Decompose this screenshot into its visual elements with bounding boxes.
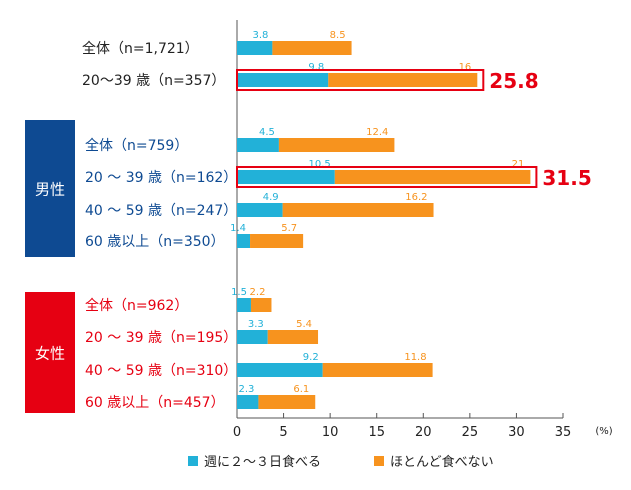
category-label: 全体（n=1,721） [82,40,199,57]
data-label: 6.1 [293,384,309,395]
bar-segment [237,203,283,217]
bar-segment [237,363,323,377]
x-tick-label: 25 [462,425,479,440]
data-label: 5.7 [281,223,297,234]
bar-segment [278,138,395,152]
x-tick-label: 0 [233,425,241,440]
bar-segment [237,330,268,344]
highlight-box [236,69,485,91]
bar-segment [250,298,272,312]
data-label: 4.5 [259,127,275,138]
x-tick-label: 30 [508,425,525,440]
bar-segment [267,330,319,344]
bar-segment [334,170,531,184]
category-label: 全体（n=962） [85,297,188,314]
category-label: 20 〜 39 歳（n=162） [85,170,237,186]
bar-segment [237,73,329,87]
data-label: 5.4 [296,319,312,330]
x-tick-label: 35 [555,425,572,440]
bar-segment [328,73,478,87]
data-label: 16.2 [405,192,427,203]
x-tick-label: 15 [368,425,385,440]
bar-segment [237,41,273,55]
category-label: 40 〜 59 歳（n=247） [85,203,237,219]
bar-segment [237,395,259,409]
data-label: 8.5 [330,30,346,41]
category-label: 20〜39 歳（n=357） [82,73,225,89]
data-label: 12.4 [366,127,388,138]
category-label: 60 歳以上（n=350） [85,234,225,250]
data-label: 3.8 [252,30,268,41]
category-label: 全体（n=759） [85,137,188,154]
bar-segment [237,170,335,184]
legend-label: ほとんど食べない [390,454,494,470]
group-box [25,120,75,257]
legend-label: 週に２〜３日食べる [204,454,321,470]
bar-segment [272,41,352,55]
legend-swatch [374,456,384,466]
data-label: 10.5 [309,159,331,170]
category-label: 60 歳以上（n=457） [85,395,225,411]
data-label: 11.8 [404,352,426,363]
bar-segment [258,395,316,409]
x-unit: (%) [595,426,612,437]
group-label: 女性 [35,345,65,363]
x-tick-label: 5 [279,425,287,440]
data-label: 21 [512,159,525,170]
data-label: 1.5 [231,287,247,298]
data-label: 1.4 [230,223,246,234]
data-label: 9.2 [303,352,319,363]
category-label: 40 〜 59 歳（n=310） [85,363,237,379]
data-label: 9.8 [308,62,324,73]
data-label: 16 [459,62,472,73]
highlight-total: 25.8 [489,69,538,93]
bar-segment [282,203,434,217]
bar-segment [250,234,304,248]
bar-segment [237,138,279,152]
data-label: 2.3 [239,384,255,395]
group-box [25,292,75,413]
data-label: 2.2 [250,287,266,298]
x-tick-label: 10 [322,425,339,440]
data-label: 4.9 [263,192,279,203]
bar-segment [322,363,433,377]
data-label: 3.3 [248,319,264,330]
x-tick-label: 20 [415,425,432,440]
bar-segment [237,298,251,312]
group-label: 男性 [35,181,65,199]
highlight-total: 31.5 [542,166,591,190]
bar-segment [237,234,251,248]
highlight-box [236,166,538,188]
category-label: 20 〜 39 歳（n=195） [85,330,237,346]
legend-swatch [188,456,198,466]
